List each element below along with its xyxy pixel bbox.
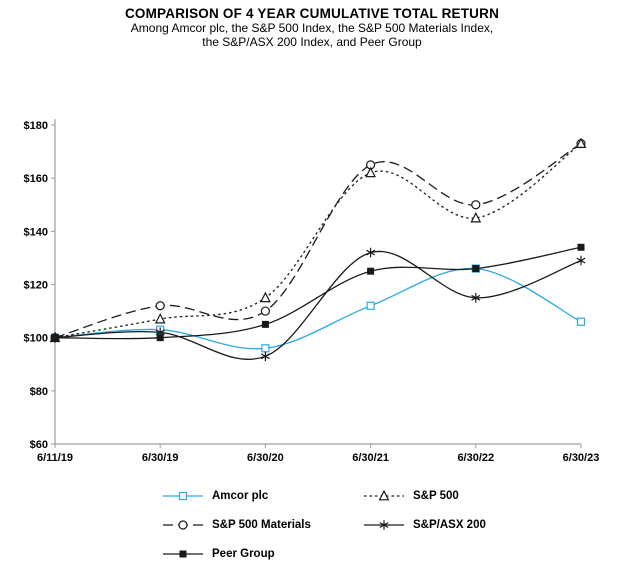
marker-open-square	[576, 317, 586, 326]
marker-open-triangle	[260, 291, 271, 303]
marker-open-triangle	[365, 166, 376, 178]
axes	[54, 119, 581, 445]
legend-swatch-peer-group-icon	[163, 550, 203, 557]
marker-open-square	[178, 491, 188, 500]
marker-asterisk	[471, 292, 481, 303]
marker-open-square	[366, 301, 375, 310]
marker-filled-square	[577, 243, 585, 251]
marker-open-circle	[178, 519, 188, 530]
chart-legend: Amcor plc S&P 500 S&P 500 Materials S&P/ASX…	[162, 481, 578, 565]
y-axis-label: $160	[24, 173, 48, 185]
series-line-s-p-500	[54, 143, 582, 339]
y-axis-label: $180	[24, 120, 48, 132]
marker-asterisk	[366, 247, 376, 258]
chart-subtitle-line2: the S&P/ASX 200 Index, and Peer Group	[202, 34, 422, 49]
legend-item-s-p-asx-200: S&P/ASX 200	[363, 518, 578, 532]
legend-swatch-s-p-500-materials-icon	[163, 519, 203, 530]
marker-open-circle	[471, 200, 481, 210]
marker-asterisk	[379, 519, 389, 530]
marker-open-triangle	[575, 137, 587, 149]
chart-title: COMPARISON OF 4 YEAR CUMULATIVE TOTAL RE…	[124, 6, 500, 21]
y-axis-label: $80	[30, 386, 48, 398]
marker-filled-square	[51, 334, 59, 342]
x-axis-label: 6/11/19	[37, 452, 73, 464]
legend-label: S&P 500	[413, 489, 459, 502]
marker-open-triangle	[470, 211, 482, 223]
series-line-s-p-500-materials	[54, 143, 582, 339]
chart-subtitle-line1: Among Amcor plc, the S&P 500 Index, the …	[130, 21, 494, 35]
legend-label: Peer Group	[212, 547, 275, 560]
y-axis-label: $120	[24, 280, 48, 292]
series-line-peer-group	[54, 246, 582, 340]
marker-asterisk	[260, 351, 270, 362]
legend-item-s-p-500-materials: S&P 500 Materials	[162, 518, 363, 532]
legend-swatch-s-p-500-icon	[364, 489, 404, 500]
y-axis-label: $140	[24, 226, 48, 238]
marker-open-square	[261, 344, 270, 353]
legend-label: S&P 500 Materials	[212, 518, 311, 531]
x-axis-label: 6/30/22	[457, 452, 494, 464]
legend-label: S&P/ASX 200	[413, 518, 486, 531]
legend-swatch-amcor-plc-icon	[163, 491, 203, 500]
chart-header: COMPARISON OF 4 YEAR CUMULATIVE TOTAL RE…	[0, 5, 624, 49]
y-axis-label: $60	[30, 439, 48, 451]
legend-item-peer-group: Peer Group	[162, 547, 363, 561]
marker-filled-square	[261, 320, 269, 328]
marker-open-circle	[260, 306, 270, 316]
legend-swatch-s-p-asx-200-icon	[364, 519, 404, 530]
x-axis-label: 6/30/19	[142, 452, 179, 464]
series-line-s-p-asx-200	[54, 250, 582, 361]
legend-label: Amcor plc	[212, 489, 269, 502]
legend-item-s-p-500: S&P 500	[363, 489, 578, 503]
y-axis-label: $100	[24, 333, 48, 345]
series-line-amcor-plc	[54, 267, 582, 350]
marker-filled-square	[472, 265, 480, 273]
legend-item-amcor-plc: Amcor plc	[162, 489, 363, 503]
marker-open-triangle	[154, 312, 166, 324]
marker-open-triangle	[378, 489, 390, 500]
x-axis-label: 6/30/20	[247, 452, 284, 464]
marker-filled-square	[179, 550, 187, 557]
marker-filled-square	[156, 334, 164, 342]
x-axis-label: 6/30/23	[563, 452, 600, 464]
x-axis-label: 6/30/21	[352, 452, 389, 464]
marker-filled-square	[367, 267, 375, 275]
marker-open-circle	[155, 301, 165, 311]
marker-asterisk	[576, 255, 586, 266]
